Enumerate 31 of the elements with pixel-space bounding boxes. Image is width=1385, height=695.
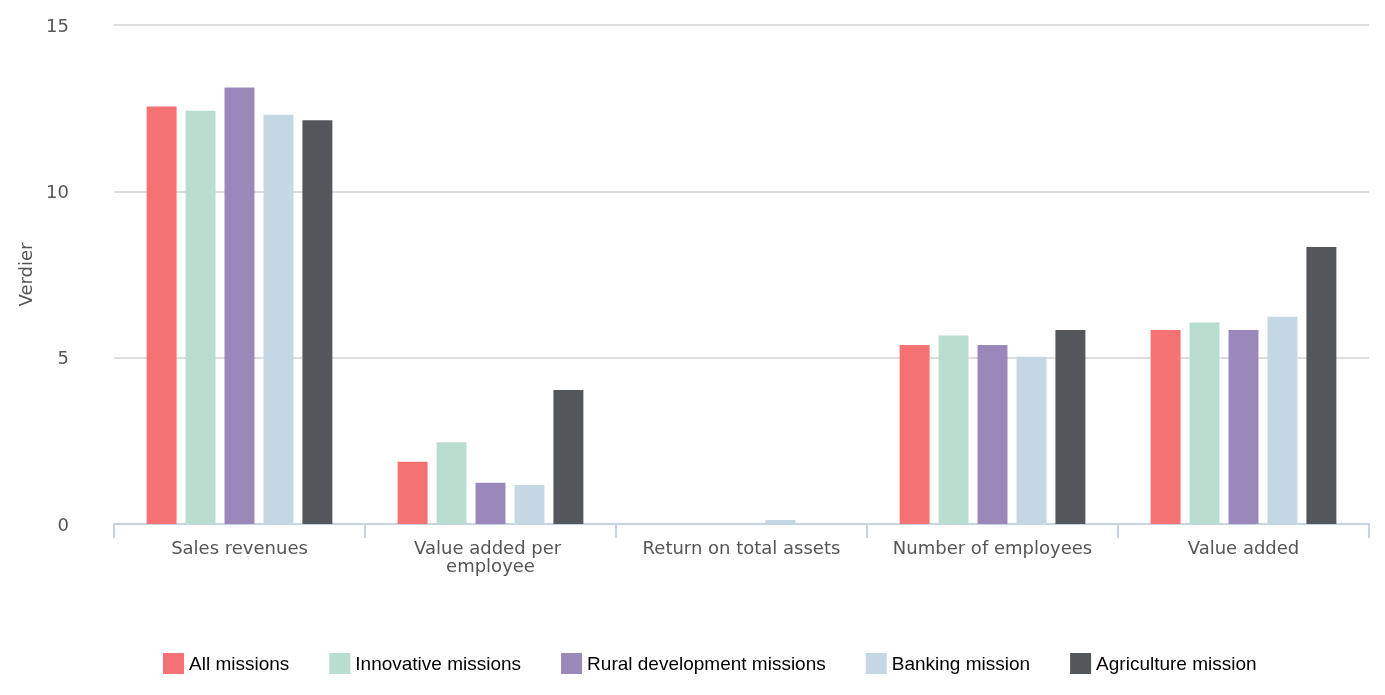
bar	[1150, 330, 1181, 524]
bar	[302, 120, 333, 524]
legend-label: All missions	[189, 653, 290, 674]
legend-label: Rural development missions	[587, 653, 826, 674]
x-tick-label: Sales revenues	[171, 536, 308, 558]
x-tick-label: Value added per employee	[414, 536, 567, 576]
y-axis-title: Verdier	[14, 241, 36, 307]
bar	[185, 110, 216, 524]
bar	[475, 482, 506, 524]
bar	[1306, 246, 1337, 524]
legend-label: Agriculture mission	[1096, 653, 1257, 674]
bar	[977, 345, 1008, 524]
bar	[899, 345, 930, 524]
y-tick-label: 15	[46, 14, 69, 36]
x-tick-label: Return on total assets	[642, 536, 841, 558]
x-tick-label: Number of employees	[892, 536, 1093, 558]
bar	[1055, 330, 1086, 524]
bar	[224, 87, 255, 524]
legend-label: Innovative missions	[355, 653, 522, 674]
y-tick-label: 0	[57, 513, 69, 535]
y-tick-label: 5	[57, 347, 69, 369]
x-tick-label: Value added	[1187, 536, 1300, 558]
bar	[397, 461, 428, 524]
legend-label: Banking mission	[891, 653, 1031, 674]
bar	[938, 335, 969, 524]
bar	[1189, 322, 1220, 524]
bar	[146, 106, 177, 524]
bar	[1228, 330, 1259, 524]
bar	[436, 442, 467, 524]
y-tick-label: 10	[46, 180, 69, 202]
bar	[553, 389, 584, 524]
